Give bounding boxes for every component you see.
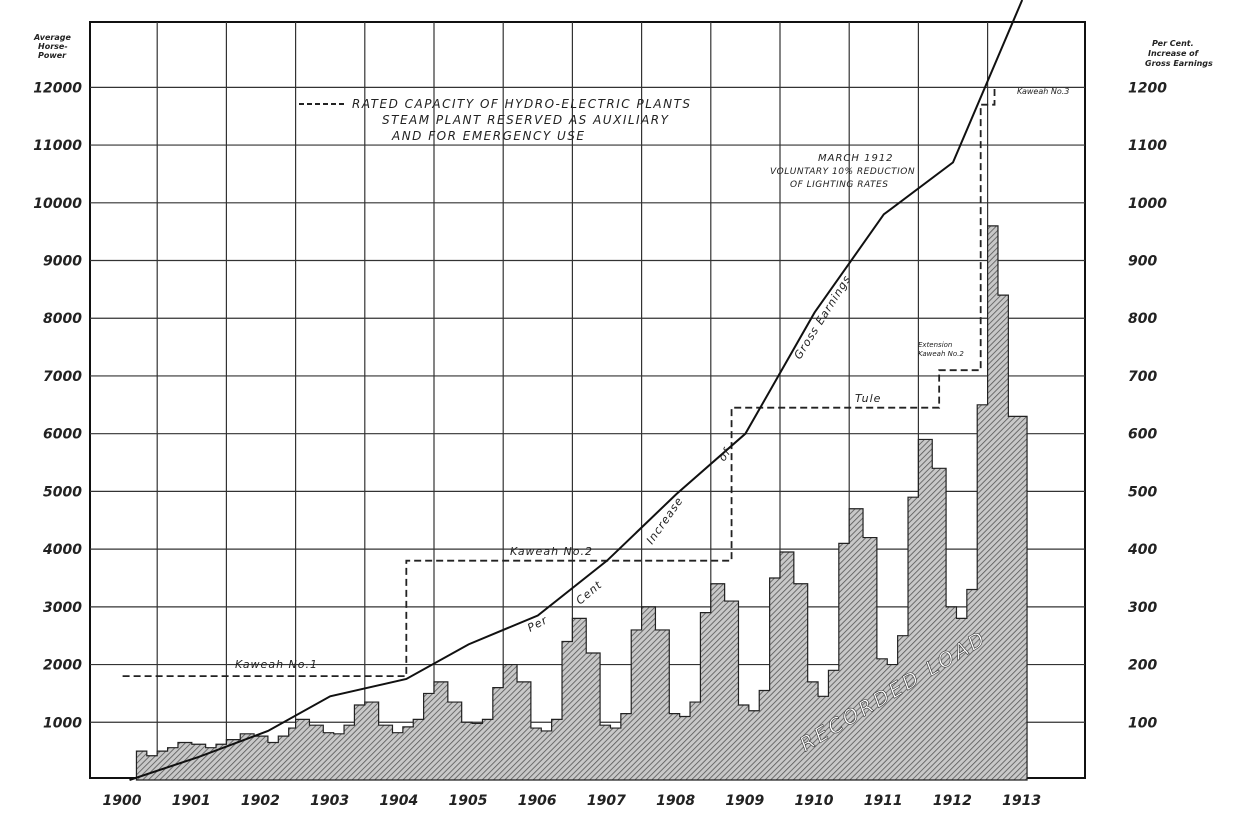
rated-capacity-path	[122, 87, 996, 678]
march-note-2: VOLUNTARY 10% REDUCTION	[770, 167, 915, 177]
tule-label: Tule	[855, 392, 881, 405]
x-tick-label: 1905	[449, 793, 488, 809]
ge-label-gross: Gross Earnings	[792, 273, 854, 362]
left-tick-label: 1000	[43, 715, 82, 731]
recorded-load-path	[135, 225, 1028, 781]
x-tick-label: 1903	[310, 793, 349, 809]
x-tick-label: 1911	[864, 793, 903, 809]
kaweah-2-label: Kaweah No.2	[510, 545, 593, 558]
legend-line-3: AND FOR EMERGENCY USE	[391, 129, 585, 143]
left-tick-label: 2000	[43, 658, 82, 674]
left-axis-title-3: Power	[38, 51, 67, 60]
right-tick-label: 1100	[1128, 138, 1167, 154]
left-tick-label: 12000	[33, 80, 82, 96]
x-tick-label: 1907	[587, 793, 626, 809]
right-tick-label: 200	[1128, 658, 1157, 674]
left-tick-label: 3000	[43, 600, 82, 616]
right-tick-label: 500	[1128, 484, 1157, 500]
left-tick-label: 5000	[43, 484, 82, 500]
x-tick-label: 1909	[725, 793, 764, 809]
right-tick-label: 900	[1128, 254, 1157, 270]
left-tick-label: 6000	[43, 427, 82, 443]
x-tick-label: 1906	[518, 793, 557, 809]
x-tick-label: 1912	[933, 793, 972, 809]
x-tick-label: 1902	[241, 793, 280, 809]
left-tick-label: 10000	[33, 196, 82, 212]
gross-earnings-line	[129, 0, 1024, 781]
left-tick-label: 8000	[43, 311, 82, 327]
kaweah-3-label: Kaweah No.3	[1017, 87, 1069, 96]
left-tick-label: 9000	[43, 254, 82, 270]
right-tick-label: 600	[1128, 427, 1157, 443]
left-tick-label: 4000	[42, 542, 82, 558]
left-tick-label: 11000	[33, 138, 82, 154]
right-axis-title-3: Gross Earnings	[1145, 59, 1213, 68]
left-axis-title-2: Horse-	[38, 42, 68, 51]
x-tick-label: 1913	[1002, 793, 1041, 809]
x-tick-label: 1904	[379, 793, 418, 809]
ge-label-per: Per	[525, 613, 550, 635]
recorded-load-area	[135, 225, 1028, 781]
x-tick-label: 1910	[795, 793, 834, 809]
x-tick-label: 1908	[656, 793, 695, 809]
right-tick-label: 800	[1128, 311, 1157, 327]
left-tick-label: 7000	[43, 369, 82, 385]
rated-capacity-line	[122, 87, 996, 678]
right-tick-label: 700	[1128, 369, 1157, 385]
march-note-1: MARCH 1912	[818, 153, 894, 164]
right-tick-label: 300	[1128, 600, 1157, 616]
right-axis-title-1: Per Cent.	[1152, 39, 1194, 48]
right-tick-label: 1200	[1128, 80, 1167, 96]
extension-label-2: Kaweah No.2	[918, 350, 964, 358]
right-tick-label: 100	[1128, 715, 1157, 731]
march-note-3: OF LIGHTING RATES	[790, 180, 888, 190]
gross-earnings-path	[129, 0, 1024, 781]
right-tick-label: 1000	[1128, 196, 1167, 212]
right-axis-title-2: Increase of	[1148, 49, 1200, 58]
extension-label-1: Extension	[918, 341, 952, 349]
legend-line-2: STEAM PLANT RESERVED AS AUXILIARY	[382, 113, 670, 127]
legend-line-1: RATED CAPACITY OF HYDRO-ELECTRIC PLANTS	[352, 97, 692, 111]
left-axis-title-1: Average	[33, 33, 71, 42]
axis-ticks: 1000 2000 3000 4000 5000 6000 7000 8000 9000 1000…	[33, 80, 1167, 809]
x-tick-label: 1900	[103, 793, 142, 809]
x-tick-label: 1901	[172, 793, 211, 809]
right-tick-label: 400	[1127, 542, 1157, 558]
kaweah-1-label: Kaweah No.1	[235, 658, 318, 671]
